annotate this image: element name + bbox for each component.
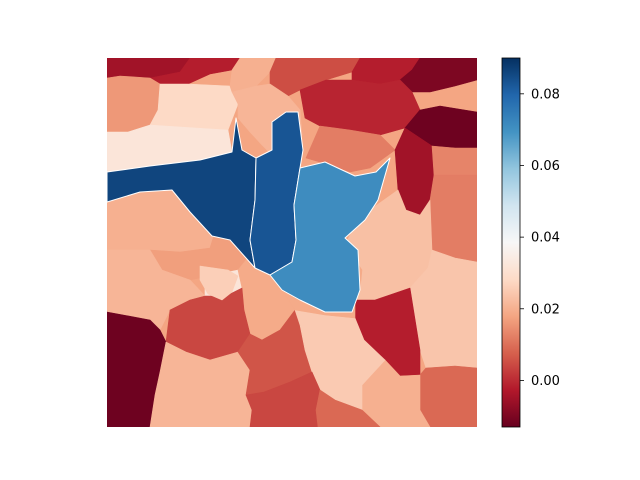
region <box>315 389 381 427</box>
colorbar-tick-label: 0.08 <box>531 87 560 102</box>
colorbar-tick-label: 0.02 <box>531 302 560 317</box>
region <box>149 83 239 131</box>
region <box>431 145 477 176</box>
colorbar: 0.00 0.02 0.04 0.06 0.08 <box>501 57 560 428</box>
colorbar-tick-label: 0.06 <box>531 159 560 174</box>
region <box>199 265 239 301</box>
region <box>429 174 477 263</box>
colorbar-ticks: 0.00 0.02 0.04 0.06 0.08 <box>520 87 560 389</box>
region-map <box>107 58 477 427</box>
colorbar-gradient <box>501 57 521 428</box>
region <box>419 365 477 427</box>
region <box>305 125 396 173</box>
colorbar-tick-label: 0.00 <box>531 374 560 389</box>
colorbar-tick-label: 0.04 <box>531 231 560 246</box>
region <box>399 58 477 93</box>
region <box>269 157 391 313</box>
